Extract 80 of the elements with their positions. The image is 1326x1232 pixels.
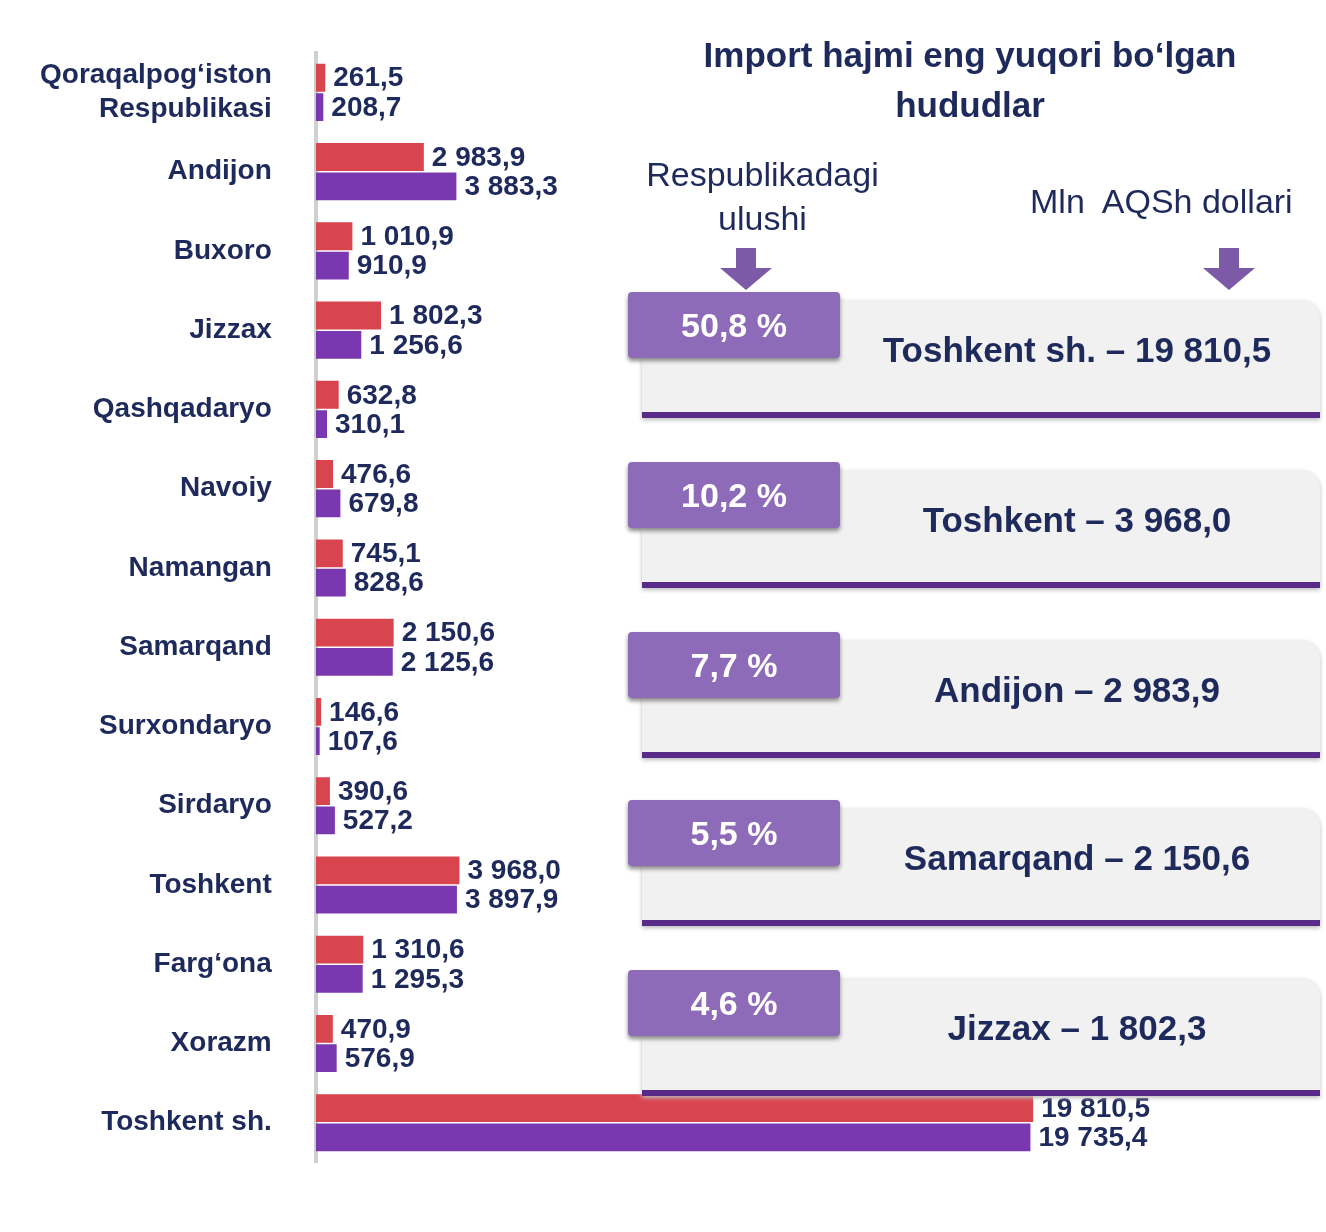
y-tick-label: Buxoro xyxy=(173,233,272,265)
badge: 5,5 % xyxy=(628,800,840,866)
data-label: 2 983,9 xyxy=(431,140,526,172)
y-tick-label: Qashqadaryo xyxy=(92,392,272,424)
annotation: Toshkent – 3 968,0 xyxy=(921,500,1233,540)
bar xyxy=(315,964,363,993)
data-label: 390,6 xyxy=(337,774,408,806)
data-label: 828,6 xyxy=(353,566,424,598)
bar xyxy=(315,1044,337,1073)
annotation: Mln AQSh dollari xyxy=(1030,182,1293,221)
y-tick-label: Samarqand xyxy=(119,629,272,661)
badge: 4,6 % xyxy=(628,970,840,1036)
y-tick-label: Qoraqalpog‘iston Respublikasi xyxy=(40,58,272,123)
bar xyxy=(315,935,364,964)
y-tick-label: Farg‘ona xyxy=(153,946,273,978)
data-label: 1 256,6 xyxy=(369,328,463,360)
data-label: 470,9 xyxy=(340,1012,411,1044)
data-label: 1 295,3 xyxy=(370,962,465,994)
bar xyxy=(315,697,322,726)
annotation: Andijon – 2 983,9 xyxy=(933,670,1221,710)
bar xyxy=(315,489,341,518)
data-label: 2 150,6 xyxy=(401,616,496,648)
bar xyxy=(315,1094,1034,1123)
bar xyxy=(315,410,328,439)
bar xyxy=(315,143,424,171)
y-tick-label: Surxondaryo xyxy=(99,709,272,741)
annotation: Jizzax – 1 802,3 xyxy=(946,1008,1208,1048)
data-label: 527,2 xyxy=(342,804,413,836)
data-label: 208,7 xyxy=(331,90,402,122)
data-label: 261,5 xyxy=(333,61,404,93)
y-tick-label: Toshkent xyxy=(149,867,272,899)
bar xyxy=(315,856,460,885)
bar xyxy=(315,777,330,806)
data-label: 2 125,6 xyxy=(400,645,495,677)
bar xyxy=(315,172,457,201)
y-tick-label: Navoiy xyxy=(179,471,273,503)
data-label: 632,8 xyxy=(346,378,417,410)
bar xyxy=(315,251,349,280)
data-label: 3 883,3 xyxy=(464,170,558,202)
y-tick-label: Andijon xyxy=(167,154,272,186)
bar xyxy=(315,380,339,409)
bar xyxy=(315,63,326,92)
data-label: 1 010,9 xyxy=(360,220,454,251)
badge: 50,8 % xyxy=(628,292,840,358)
data-label: 476,6 xyxy=(341,457,412,489)
data-label: 3 897,9 xyxy=(464,883,559,915)
bar xyxy=(315,330,362,359)
data-label: 19 810,5 xyxy=(1041,1091,1151,1123)
annotation: Respublikadagi ulushi xyxy=(645,154,880,239)
bar xyxy=(315,93,324,122)
annotation: Samarqand – 2 150,6 xyxy=(902,838,1252,878)
bar xyxy=(315,727,320,756)
data-label: 19 735,4 xyxy=(1038,1121,1148,1153)
bar xyxy=(315,222,353,251)
data-label: 679,8 xyxy=(348,487,419,519)
chart-title: Import hajmi eng yuqori bo‘lgan hududlar xyxy=(702,34,1238,126)
bar xyxy=(315,301,382,330)
data-label: 910,9 xyxy=(356,249,427,281)
data-label: 1 310,6 xyxy=(371,933,465,965)
y-tick-label: Jizzax xyxy=(189,312,273,344)
bar xyxy=(315,568,346,597)
bar xyxy=(315,647,393,676)
data-label: 3 968,0 xyxy=(467,854,561,886)
annotation: Toshkent sh. – 19 810,5 xyxy=(881,330,1273,370)
data-label: 146,6 xyxy=(329,695,400,727)
y-tick-label: Toshkent sh. xyxy=(101,1105,272,1137)
bar xyxy=(315,618,394,647)
y-tick-label: Sirdaryo xyxy=(158,788,272,820)
data-label: 745,1 xyxy=(350,537,421,569)
bar xyxy=(315,460,334,488)
bar xyxy=(315,806,335,835)
y-tick-label: Xorazm xyxy=(170,1026,272,1058)
bar xyxy=(315,1123,1031,1152)
bar xyxy=(315,539,343,568)
data-label: 1 802,3 xyxy=(389,299,483,331)
badge: 10,2 % xyxy=(628,462,840,528)
badge: 7,7 % xyxy=(628,632,840,698)
y-tick-label: Namangan xyxy=(128,550,272,582)
bar xyxy=(315,885,457,914)
bar xyxy=(315,1014,333,1043)
